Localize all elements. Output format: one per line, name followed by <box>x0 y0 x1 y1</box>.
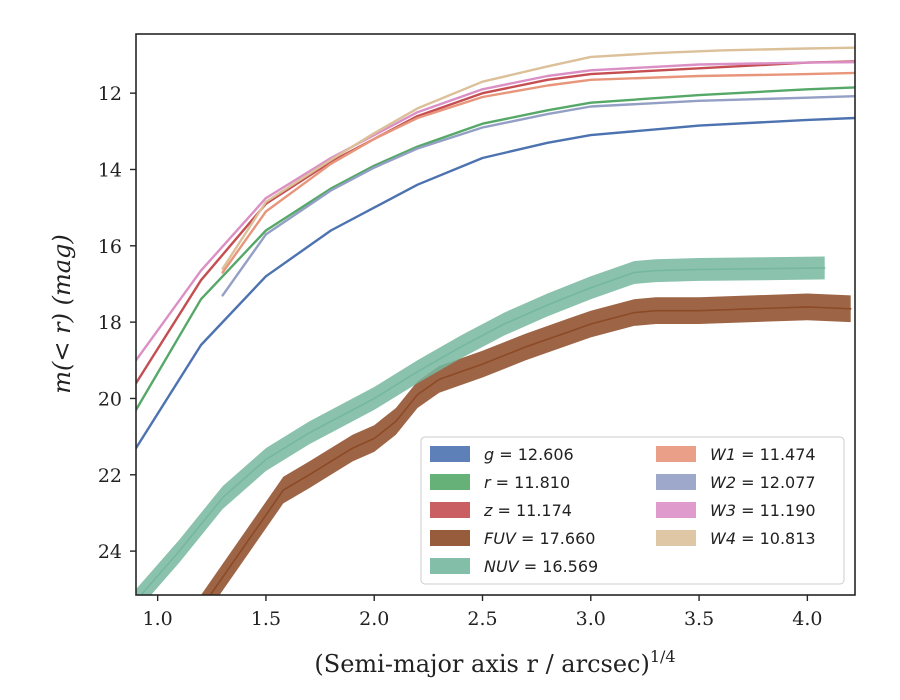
legend-swatch-r <box>430 474 470 490</box>
legend-swatch-fuv <box>430 530 470 546</box>
x-tick-label: 2.5 <box>467 608 497 630</box>
series-line-r <box>136 86 855 412</box>
legend-swatch-nuv <box>430 558 470 574</box>
legend-swatch-w4 <box>656 530 696 546</box>
legend-label-fuv: FUV = 17.660 <box>484 529 595 548</box>
y-tick-label: 12 <box>98 83 122 105</box>
legend-label-w3: W3 = 11.190 <box>710 501 816 520</box>
series-band-fuv <box>201 293 851 595</box>
y-tick-label: 16 <box>98 236 122 258</box>
legend-box <box>420 436 845 585</box>
legend-swatch-z <box>430 502 470 518</box>
legend-swatch-w3 <box>656 502 696 518</box>
legend-label-w1: W1 = 11.474 <box>710 445 816 464</box>
legend-label-w2: W2 = 12.077 <box>710 473 816 492</box>
y-tick-label: 24 <box>98 541 122 563</box>
legend-label-z: z = 11.174 <box>483 501 572 520</box>
x-tick-label: 4.0 <box>792 608 822 630</box>
x-axis-label-main: (Semi-major axis r / arcsec) <box>314 650 649 678</box>
x-axis-label: (Semi-major axis r / arcsec)1/4 <box>314 647 675 678</box>
series-line-g <box>136 116 855 450</box>
y-tick-label: 22 <box>98 465 122 487</box>
x-tick-label: 1.0 <box>143 608 173 630</box>
y-axis-ticks: 12 14 16 18 20 22 24 <box>98 83 136 563</box>
legend-label-g: g = 12.606 <box>484 445 574 464</box>
x-tick-label: 3.0 <box>576 608 606 630</box>
y-tick-label: 18 <box>98 312 122 334</box>
y-tick-label: 20 <box>98 388 122 410</box>
legend-label-nuv: NUV = 16.569 <box>484 557 598 576</box>
x-axis-ticks: 1.0 1.5 2.0 2.5 3.0 3.5 4.0 <box>143 595 822 630</box>
legend-label-r: r = 11.810 <box>484 473 570 492</box>
legend-swatch-g <box>430 446 470 462</box>
legend-items: g = 12.606 r = 11.810 z = 11.174 FUV = 17.6… <box>430 445 816 576</box>
series-line-w1 <box>221 71 855 274</box>
series-layer <box>136 46 855 595</box>
legend-swatch-w1 <box>656 446 696 462</box>
series-line-w2 <box>221 94 855 297</box>
legend: g = 12.606 r = 11.810 z = 11.174 FUV = 17.6… <box>420 436 845 585</box>
y-axis-label: m(< r) (mag) <box>48 234 76 393</box>
x-axis-label-exponent: 1/4 <box>650 647 676 666</box>
x-tick-label: 2.0 <box>359 608 389 630</box>
x-tick-label: 1.5 <box>251 608 281 630</box>
plot-frame <box>135 33 856 596</box>
series-line-w3 <box>136 61 855 362</box>
legend-label-w4: W4 = 10.813 <box>710 529 816 548</box>
x-tick-label: 3.5 <box>684 608 714 630</box>
y-tick-label: 14 <box>98 159 122 181</box>
legend-swatch-w2 <box>656 474 696 490</box>
series-line-w4 <box>221 46 855 270</box>
series-line-nuv <box>139 267 826 595</box>
series-line-fuv <box>209 306 852 595</box>
